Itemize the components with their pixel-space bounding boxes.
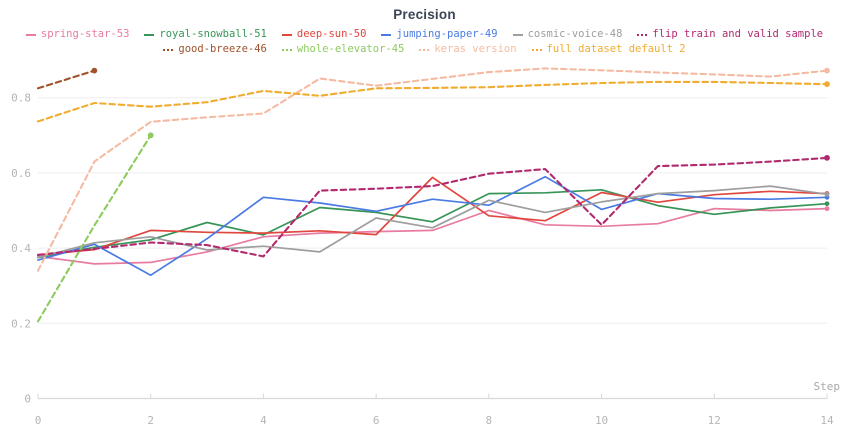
legend-item-good-breeze-46[interactable]: good-breeze-46 [163,42,267,56]
series-endpoint-dot-spring-star-53 [824,206,830,212]
series-line-whole-elevator-45 [36,134,152,323]
series-endpoint-dot-full-dataset-default-2 [824,81,830,88]
series-line-full-dataset-default-2 [36,80,829,123]
legend-item-deep-sun-50[interactable]: deep-sun-50 [281,27,367,41]
x-tick-label-14: 14 [820,414,834,427]
series-line-cosmic-voice-48 [37,185,828,259]
series-line-good-breeze-46 [36,69,96,90]
y-tick-label-0.2: 0.2 [11,317,31,330]
solid-line-swatch-icon [25,33,36,36]
series-endpoint-dot-flip-train-and-valid-sample [824,154,830,161]
legend-item-keras-version[interactable]: keras version [419,42,517,56]
series-line-spring-star-53 [37,207,828,265]
legend-label: keras version [434,43,517,55]
series-endpoint-dot-good-breeze-46 [91,67,98,74]
series-endpoint-dot-cosmic-voice-48 [824,191,830,197]
dashed-line-swatch-icon [637,33,648,36]
legend-label: whole-elevator-45 [296,43,405,55]
series-endpoint-dot-keras-version [824,67,830,74]
legend-row-2: good-breeze-46 whole-elevator-45 keras ver… [0,42,849,56]
chart-title: Precision [393,7,456,22]
x-tick-label-10: 10 [595,414,608,427]
solid-line-swatch-icon [281,33,292,36]
series-line-royal-snowball-51 [37,188,828,259]
legend-label: flip train and valid sample [652,28,824,40]
x-tick-label-6: 6 [373,414,380,427]
legend-label: spring-star-53 [40,28,130,40]
legend-row-1: spring-star-53 royal-snowball-51 deep-sun-… [0,27,849,41]
y-tick-label-0: 0 [24,393,31,406]
y-tick-label-0.6: 0.6 [11,167,31,180]
solid-line-swatch-icon [381,33,392,36]
series-line-flip-train-and-valid-sample [36,156,829,258]
legend-item-royal-snowball-51[interactable]: royal-snowball-51 [144,27,267,41]
legend-item-cosmic-voice-48[interactable]: cosmic-voice-48 [512,27,623,41]
legend-label: deep-sun-50 [296,28,367,40]
legend-item-whole-elevator-45[interactable]: whole-elevator-45 [281,42,405,56]
series-line-deep-sun-50 [37,176,828,256]
legend-label: full dataset default 2 [546,43,686,55]
solid-line-swatch-icon [512,33,523,36]
series-endpoint-dot-royal-snowball-51 [824,201,830,207]
series-line-keras-version [36,67,829,272]
legend-label: jumping-paper-49 [396,28,498,40]
legend-item-spring-star-53[interactable]: spring-star-53 [25,27,130,41]
solid-line-swatch-icon [144,33,155,36]
legend-label: royal-snowball-51 [159,28,267,40]
x-tick-label-2: 2 [147,414,154,427]
dashed-line-swatch-icon [531,48,542,51]
x-tick-label-4: 4 [260,414,267,427]
legend-item-full-dataset-default-2[interactable]: full dataset default 2 [531,42,686,56]
legend-item-jumping-paper-49[interactable]: jumping-paper-49 [381,27,498,41]
x-axis-name-label: Step [814,380,841,393]
series-endpoint-dot-whole-elevator-45 [147,132,154,139]
series-line-jumping-paper-49 [37,175,828,277]
legend-item-flip-train-and-valid-sample[interactable]: flip train and valid sample [637,27,823,41]
x-tick-label-8: 8 [486,414,493,427]
legend-label: good-breeze-46 [178,43,267,55]
legend-label: cosmic-voice-48 [527,28,623,40]
dashed-line-swatch-icon [163,48,174,51]
x-tick-label-0: 0 [35,414,42,427]
y-tick-label-0.8: 0.8 [11,92,31,105]
dashed-line-swatch-icon [419,48,430,51]
x-tick-label-12: 12 [708,414,721,427]
dashed-line-swatch-icon [281,48,292,51]
y-tick-label-0.4: 0.4 [11,242,31,255]
